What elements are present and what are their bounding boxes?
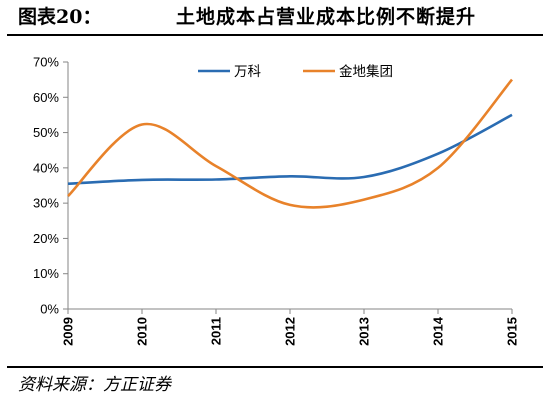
y-tick-label: 20% (33, 231, 59, 246)
figure-title: 图表20： 土地成本占营业成本比例不断提升 (18, 2, 538, 32)
figure-label: 图表20： (18, 6, 102, 28)
y-tick-label: 50% (33, 125, 59, 140)
y-tick-label: 30% (33, 196, 59, 211)
x-tick-label: 2013 (357, 317, 372, 346)
series-line-gemdale (67, 78, 513, 209)
x-tick-label: 2009 (61, 317, 76, 346)
y-tick-label: 10% (33, 266, 59, 281)
x-tick-label: 2010 (135, 317, 150, 346)
legend-label: 万科 (234, 64, 261, 79)
legend: 万科 金地集团 (198, 64, 393, 79)
y-tick-label: 70% (33, 55, 59, 70)
x-tick-label: 2011 (209, 317, 224, 345)
x-axis-ticks: 2009 2010 2011 2012 2013 2014 2015 (61, 309, 520, 346)
y-axis-ticks: 0% 10% 20% 30% 40% 50% 60% 70% (33, 55, 68, 317)
y-tick-label: 0% (40, 302, 59, 317)
figure-title-text: 土地成本占营业成本比例不断提升 (176, 6, 477, 28)
bottom-rule (7, 366, 543, 368)
legend-label: 金地集团 (339, 64, 393, 79)
y-tick-label: 60% (33, 90, 59, 105)
top-rule (7, 34, 543, 36)
chart-axes (67, 62, 512, 310)
x-tick-label: 2012 (283, 317, 298, 346)
x-tick-label: 2014 (431, 316, 446, 346)
series-line-vanke (67, 113, 513, 185)
source-note: 资料来源：方正证券 (18, 375, 171, 395)
series-lines (67, 78, 513, 209)
x-tick-label: 2015 (505, 317, 520, 346)
y-tick-label: 40% (33, 160, 59, 175)
